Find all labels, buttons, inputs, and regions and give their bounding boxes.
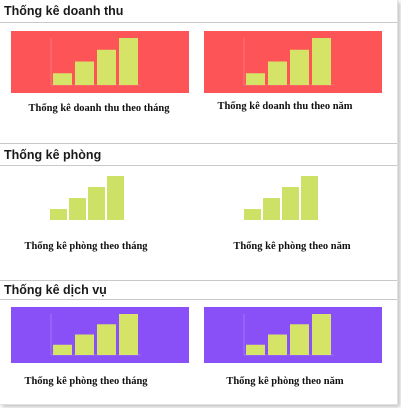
chart-bar [312, 314, 331, 355]
chart-bar [53, 73, 72, 85]
chart-bar [282, 187, 299, 220]
chart-bar [97, 324, 116, 355]
services-year-chart [204, 307, 382, 363]
revenue-month-chart [11, 31, 189, 93]
chart-bar [75, 334, 94, 355]
chart-bar [88, 187, 105, 220]
services-year-card[interactable] [204, 307, 382, 363]
chart-bar [69, 198, 86, 220]
chart-bar [119, 314, 138, 355]
chart-bar [107, 176, 124, 220]
services-month-chart [11, 307, 189, 363]
section-title-services: Thống kê dịch vụ [4, 283, 107, 297]
chart-bar [50, 209, 67, 220]
services-month-caption: Thống kê phòng theo tháng [24, 376, 148, 387]
revenue-year-card[interactable] [204, 31, 382, 93]
chart-bar [301, 176, 318, 220]
rooms-month-chart [50, 176, 124, 220]
rooms-year-caption: Thống kê phòng theo năm [233, 241, 351, 252]
chart-bar [268, 334, 287, 355]
revenue-year-chart [204, 31, 382, 93]
chart-bar [268, 61, 287, 85]
chart-bar [244, 209, 261, 220]
revenue-year-caption: Thống kê doanh thu theo năm [217, 101, 353, 112]
rooms-month-caption: Thống kê phòng theo tháng [24, 241, 148, 252]
revenue-month-card[interactable] [11, 31, 189, 93]
section-title-revenue: Thống kê doanh thu [4, 4, 124, 18]
section-divider [0, 143, 397, 144]
revenue-month-caption: Thống kê doanh thu theo tháng [28, 103, 170, 114]
chart-bar [53, 344, 72, 355]
section-divider [0, 22, 397, 23]
section-title-rooms: Thống kê phòng [4, 148, 102, 162]
rooms-year-chart [244, 176, 318, 220]
services-year-caption: Thống kê phòng theo năm [226, 376, 344, 387]
chart-bar [246, 73, 265, 85]
section-divider [0, 299, 397, 300]
rooms-month-card[interactable] [46, 174, 136, 224]
chart-bar [290, 324, 309, 355]
chart-bar [263, 198, 280, 220]
chart-bar [312, 38, 331, 85]
services-month-card[interactable] [11, 307, 189, 363]
chart-bar [75, 61, 94, 85]
section-divider [0, 165, 397, 166]
chart-bar [119, 38, 138, 85]
chart-bar [290, 49, 309, 85]
section-divider [0, 280, 397, 281]
chart-bar [246, 344, 265, 355]
chart-bar [97, 49, 116, 85]
rooms-year-card[interactable] [240, 174, 330, 224]
